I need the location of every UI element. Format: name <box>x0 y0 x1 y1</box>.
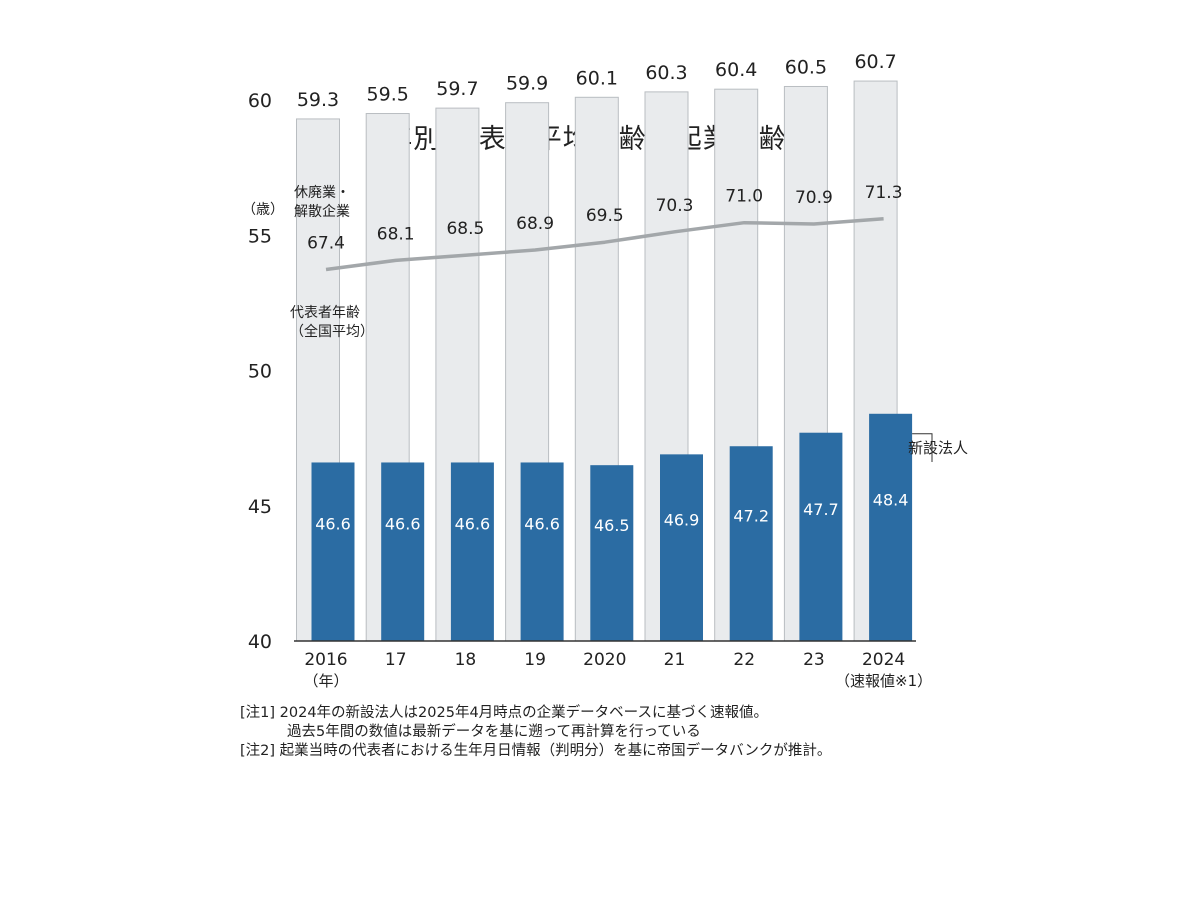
label-new-corporation: 46.6 <box>524 515 560 534</box>
label-new-corporation: 46.5 <box>594 516 630 535</box>
bar-new-corporation <box>869 413 913 641</box>
label-closed-dissolved: 70.9 <box>795 188 833 208</box>
label-national-average: 60.4 <box>715 59 757 81</box>
bar-new-corporation <box>590 465 634 641</box>
note-1-text: 2024年の新設法人は2025年4月時点の企業データベースに基づく速報値。 <box>279 705 768 721</box>
bar-new-corporation <box>520 462 564 641</box>
note-1: [注1] 2024年の新設法人は2025年4月時点の企業データベースに基づく速報… <box>240 704 831 723</box>
legend-closed-dissolved-line2: 解散企業 <box>294 203 350 220</box>
label-national-average: 60.3 <box>645 62 687 84</box>
line-closed-dissolved <box>325 217 884 272</box>
note-2-label: [注2] <box>240 743 276 759</box>
label-closed-dissolved: 69.5 <box>586 206 624 226</box>
legend-closed-dissolved-line1: 休廃業・ <box>294 184 350 201</box>
x-tick-label: 2020 <box>583 650 626 670</box>
legend-new-corporation: 新設法人 <box>908 439 968 457</box>
label-new-corporation: 47.2 <box>733 507 769 526</box>
label-new-corporation: 47.7 <box>803 500 839 519</box>
legend-national-average-line1: 代表者年齢 <box>290 305 360 321</box>
bar-new-corporation <box>311 462 355 641</box>
chart-svg: 40455055606570（歳）59.359.559.759.960.160.… <box>242 51 968 690</box>
legend-national-average-line2: （全国平均） <box>290 323 374 340</box>
label-new-corporation: 46.6 <box>385 515 421 534</box>
label-new-corporation: 46.6 <box>455 515 491 534</box>
y-tick-label: 40 <box>248 631 272 653</box>
note-2-text: 起業当時の代表者における生年月日情報（判明分）を基に帝国データバンクが推計。 <box>279 743 832 759</box>
label-closed-dissolved: 68.9 <box>516 214 554 234</box>
label-closed-dissolved: 68.5 <box>446 219 484 239</box>
label-closed-dissolved: 70.3 <box>656 196 694 216</box>
label-closed-dissolved: 68.1 <box>377 224 415 244</box>
leader-line <box>912 433 933 462</box>
note-1-continued: 過去5年間の数値は最新データを基に遡って再計算を行っている <box>287 724 701 740</box>
note-1-label: [注1] <box>240 705 276 721</box>
y-tick-label: 45 <box>248 496 272 518</box>
x-tick-label: 21 <box>664 650 686 670</box>
label-national-average: 60.5 <box>785 56 827 78</box>
bar-new-corporation <box>381 462 425 641</box>
x-tick-label: 23 <box>803 650 825 670</box>
x-tick-label: 22 <box>733 650 755 670</box>
label-national-average: 59.5 <box>367 84 409 106</box>
label-new-corporation: 46.6 <box>315 515 351 534</box>
label-national-average: 59.7 <box>436 78 478 100</box>
y-axis-unit: （歳） <box>242 202 284 218</box>
bar-new-corporation <box>799 432 843 641</box>
bar-new-corporation <box>729 446 773 641</box>
notes: [注1] 2024年の新設法人は2025年4月時点の企業データベースに基づく速報… <box>240 704 831 761</box>
label-new-corporation: 48.4 <box>873 490 909 509</box>
bar-new-corporation <box>660 454 703 641</box>
label-new-corporation: 46.9 <box>664 511 700 530</box>
x-tick-sublabel: （速報値※1） <box>835 672 932 690</box>
x-tick-label: 2024 <box>862 650 905 670</box>
bar-new-corporation <box>450 462 494 641</box>
label-national-average: 59.9 <box>506 73 548 95</box>
y-tick-label: 55 <box>248 225 272 247</box>
label-closed-dissolved: 71.0 <box>725 187 763 207</box>
label-national-average: 59.3 <box>297 89 339 111</box>
x-tick-label: 19 <box>524 650 546 670</box>
x-tick-sublabel: （年） <box>303 672 348 690</box>
label-closed-dissolved: 67.4 <box>307 234 345 254</box>
label-closed-dissolved: 71.3 <box>865 183 903 203</box>
x-tick-label: 2016 <box>304 650 347 670</box>
x-tick-label: 18 <box>455 650 477 670</box>
y-tick-label: 50 <box>248 361 272 383</box>
label-national-average: 60.7 <box>854 51 896 73</box>
y-tick-label: 60 <box>248 90 272 112</box>
x-tick-label: 17 <box>385 650 407 670</box>
label-national-average: 60.1 <box>576 67 618 89</box>
note-2: [注2] 起業当時の代表者における生年月日情報（判明分）を基に帝国データバンクが… <box>240 742 831 761</box>
